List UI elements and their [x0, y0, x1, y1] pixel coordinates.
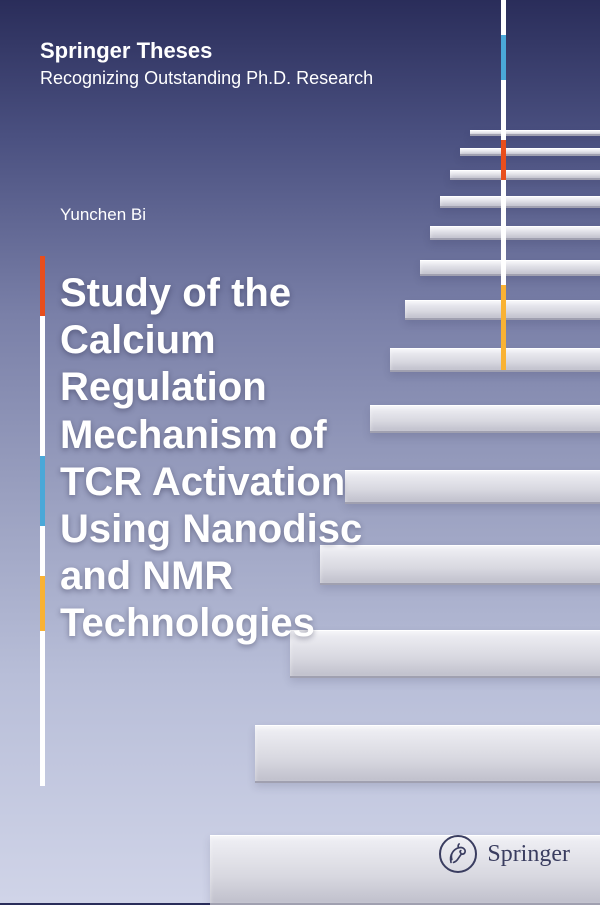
- color-segment: [40, 631, 45, 786]
- color-segment: [501, 285, 506, 370]
- color-segment: [40, 526, 45, 576]
- color-segment: [501, 35, 506, 80]
- stair-step: [470, 130, 600, 136]
- book-title: Study of the Calcium Regulation Mechanis…: [60, 270, 420, 648]
- series-header: Springer Theses Recognizing Outstanding …: [40, 38, 373, 89]
- stair-step: [430, 226, 600, 240]
- stair-step: [450, 170, 600, 180]
- right-color-bar: [501, 0, 506, 370]
- color-segment: [40, 316, 45, 456]
- color-segment: [40, 256, 45, 316]
- color-segment: [501, 180, 506, 285]
- stair-step: [255, 725, 600, 783]
- color-segment: [40, 576, 45, 631]
- left-color-bar: [40, 256, 45, 786]
- color-segment: [501, 0, 506, 35]
- publisher-name: Springer: [487, 841, 570, 868]
- color-segment: [501, 140, 506, 180]
- series-title: Springer Theses: [40, 38, 373, 64]
- springer-horse-icon: [439, 835, 477, 873]
- stair-step: [460, 148, 600, 156]
- author-name: Yunchen Bi: [60, 205, 146, 225]
- stair-step: [420, 260, 600, 276]
- series-subtitle: Recognizing Outstanding Ph.D. Research: [40, 68, 373, 89]
- color-segment: [501, 80, 506, 140]
- stair-step: [390, 348, 600, 372]
- color-segment: [40, 456, 45, 526]
- stair-step: [440, 196, 600, 208]
- publisher-block: Springer: [439, 835, 570, 873]
